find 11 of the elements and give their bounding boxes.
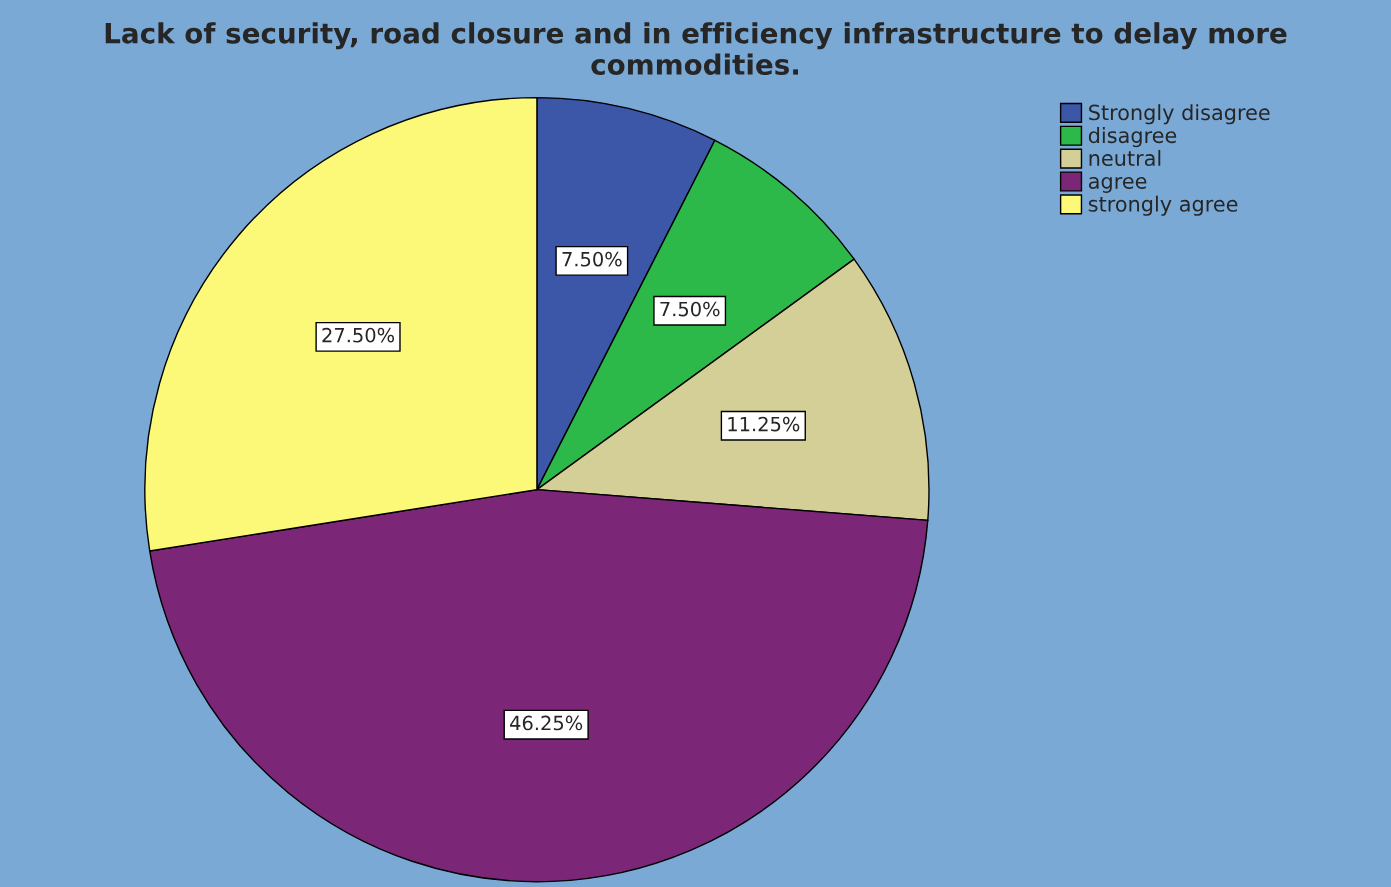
legend-label: agree	[1088, 176, 1147, 193]
data-label: 46.25%	[510, 715, 583, 731]
legend-label: strongly agree	[1088, 195, 1238, 216]
data-label: 11.25%	[728, 416, 800, 432]
data-label: 7.50%	[660, 301, 720, 317]
legend-label: disagree	[1088, 127, 1177, 148]
data-label: 27.50%	[322, 327, 395, 343]
data-label: 7.50%	[562, 251, 622, 267]
legend-label: neutral	[1089, 149, 1161, 167]
chart-title: Lack of security, road closure and in efficiency infrastructure to delay more commodities.	[105, 22, 1287, 75]
legend-label: Strongly disagree	[1089, 104, 1270, 125]
